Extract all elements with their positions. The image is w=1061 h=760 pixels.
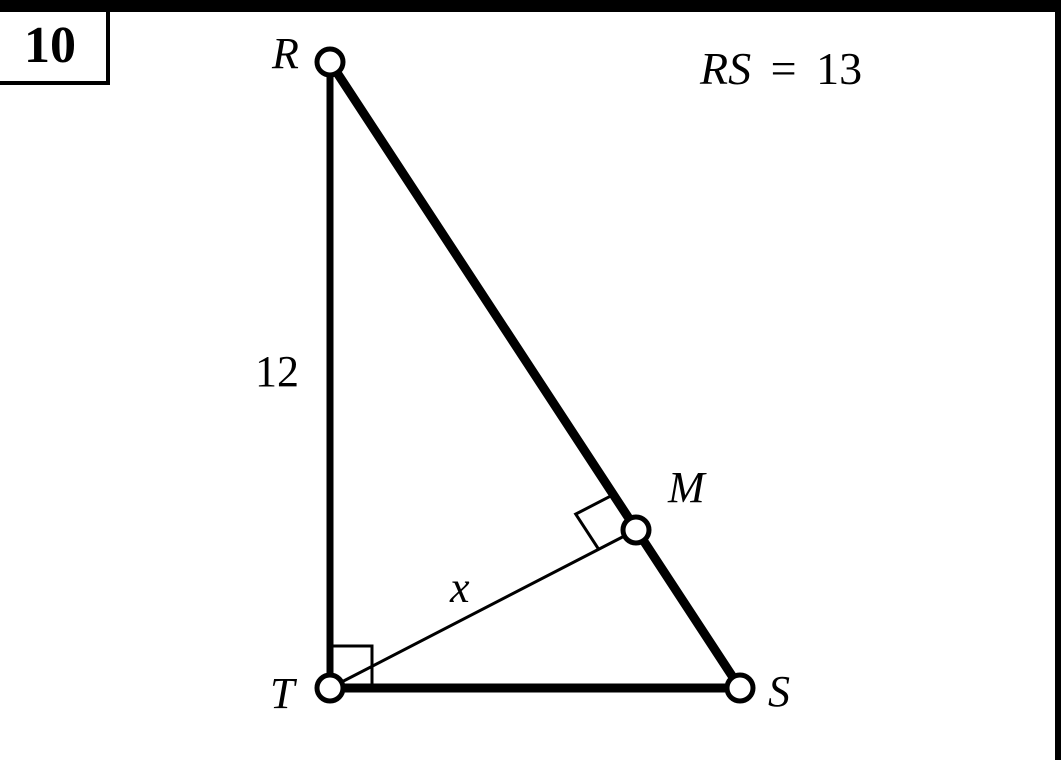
geometry-svg [0, 0, 1061, 760]
label-R: R [272, 28, 299, 79]
vertex-T [317, 675, 343, 701]
figure-canvas: 10 RS = 13 R T S M 12 x [0, 0, 1061, 760]
label-S: S [768, 666, 790, 717]
equation-op: = [763, 43, 805, 94]
label-T: T [270, 668, 294, 719]
vertex-M [623, 517, 649, 543]
vertex-R [317, 49, 343, 75]
label-x: x [450, 562, 470, 613]
equation-rhs: 13 [816, 43, 862, 94]
equation: RS = 13 [700, 42, 862, 95]
label-M: M [668, 462, 705, 513]
equation-lhs: RS [700, 43, 751, 94]
label-RT-length: 12 [255, 346, 299, 397]
vertex-S [727, 675, 753, 701]
